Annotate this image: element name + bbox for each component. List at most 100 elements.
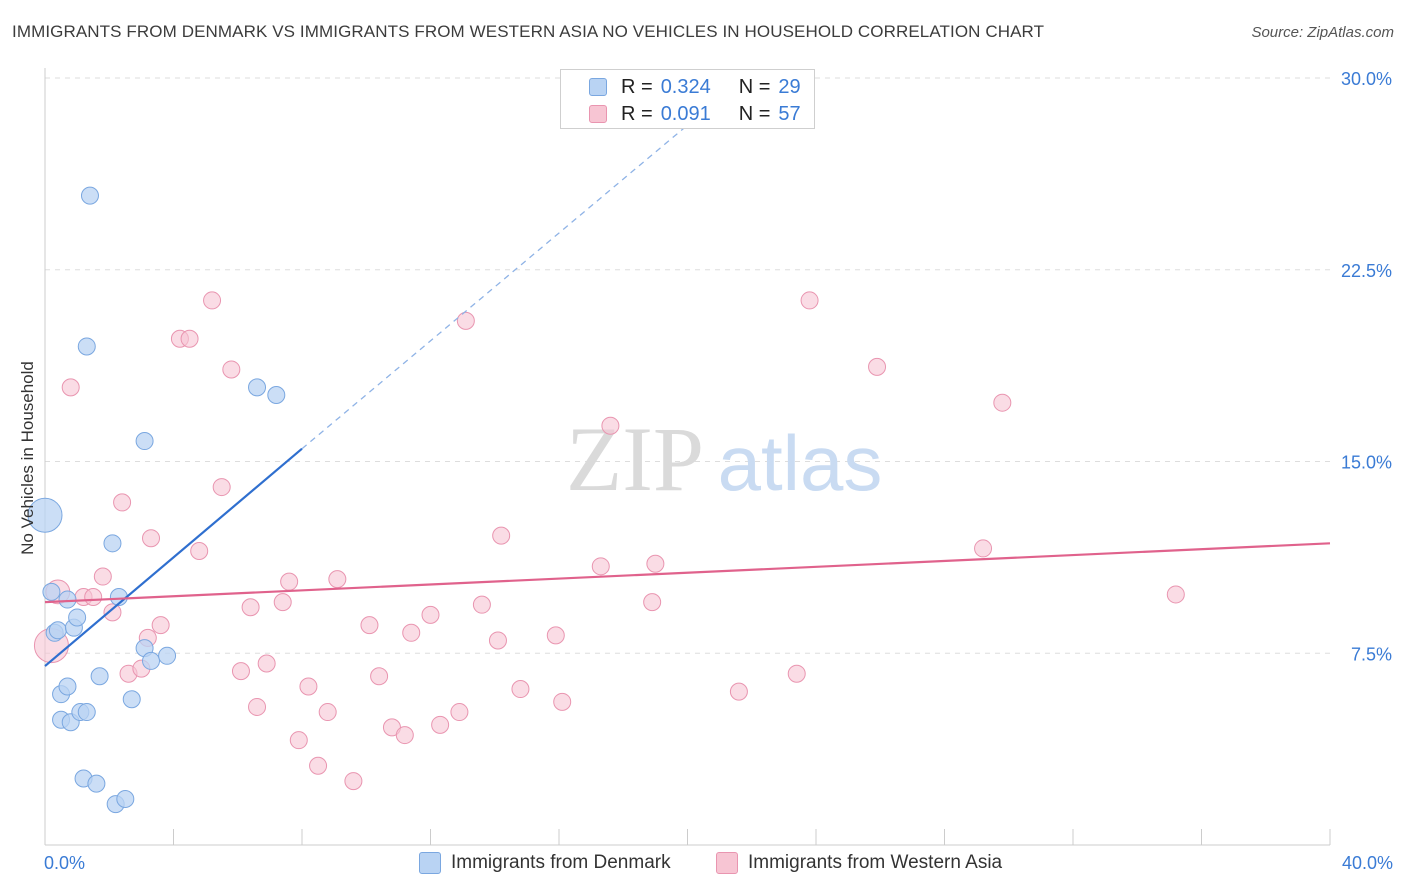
y-axis-label: No Vehicles in Household xyxy=(18,361,37,555)
watermark-atlas: atlas xyxy=(718,419,883,507)
western-asia-point xyxy=(488,631,507,650)
y-tick-label: 15.0% xyxy=(1341,453,1392,473)
western-asia-trend-line xyxy=(44,542,1331,604)
western-asia-point xyxy=(344,772,363,791)
trend-lines xyxy=(44,103,1331,667)
western-asia-point xyxy=(61,378,80,397)
western-asia-point xyxy=(113,493,132,512)
denmark-point xyxy=(77,337,96,356)
n-value: 29 xyxy=(778,75,801,98)
western-asia-point xyxy=(421,605,440,624)
denmark-point xyxy=(158,646,177,665)
denmark-swatch xyxy=(419,852,441,874)
western-asia-point xyxy=(800,291,819,310)
grid-lines xyxy=(45,77,1330,654)
denmark-point xyxy=(267,386,286,405)
denmark-point xyxy=(58,677,77,696)
western-asia-point xyxy=(318,703,337,722)
western-asia-points xyxy=(33,291,1185,791)
denmark-point xyxy=(122,690,141,709)
denmark-point xyxy=(248,378,267,397)
western-asia-point xyxy=(553,692,572,711)
western-asia-point xyxy=(402,623,421,642)
denmark-point xyxy=(27,497,63,533)
western-asia-point xyxy=(472,595,491,614)
western-asia-point xyxy=(591,557,610,576)
denmark-point xyxy=(103,534,122,553)
western-asia-point xyxy=(360,616,379,635)
western-asia-swatch xyxy=(589,105,607,123)
western-asia-point xyxy=(151,616,170,635)
denmark-point xyxy=(80,186,99,205)
legend-item-denmark: Immigrants from Denmark xyxy=(419,852,671,874)
tick-labels: 7.5% 15.0% 22.5% 30.0% 0.0% 40.0% xyxy=(44,69,1393,873)
western-asia-point xyxy=(456,311,475,330)
legend-row-western-asia: R = 0.091 N = 57 xyxy=(589,102,801,126)
legend-label-denmark: Immigrants from Denmark xyxy=(451,852,671,873)
western-asia-point xyxy=(450,703,469,722)
western-asia-point xyxy=(241,598,260,617)
r-value: 0.091 xyxy=(660,102,711,125)
source-credit: Source: ZipAtlas.com xyxy=(1251,24,1394,41)
western-asia-point xyxy=(203,291,222,310)
western-asia-point xyxy=(328,570,347,589)
legend-label-western-asia: Immigrants from Western Asia xyxy=(748,852,1003,873)
x-tick-label: 0.0% xyxy=(44,853,85,873)
denmark-point xyxy=(90,667,109,686)
western-asia-point xyxy=(868,357,887,376)
denmark-point xyxy=(135,432,154,451)
denmark-swatch xyxy=(589,78,607,96)
n-label: N = xyxy=(738,75,771,98)
watermark-zip: ZIP xyxy=(566,408,704,510)
western-asia-point xyxy=(231,662,250,681)
denmark-point xyxy=(116,789,135,808)
western-asia-point xyxy=(84,588,103,607)
western-asia-point xyxy=(729,682,748,701)
western-asia-point xyxy=(993,393,1012,412)
western-asia-point xyxy=(646,554,665,573)
western-asia-point xyxy=(289,731,308,750)
western-asia-point xyxy=(395,726,414,745)
western-asia-point xyxy=(309,756,328,775)
denmark-point xyxy=(42,582,61,601)
western-asia-point xyxy=(492,526,511,545)
western-asia-swatch xyxy=(716,852,738,874)
western-asia-point xyxy=(1166,585,1185,604)
western-asia-point xyxy=(787,664,806,683)
r-label: R = xyxy=(621,102,653,125)
western-asia-point xyxy=(180,329,199,348)
western-asia-point xyxy=(601,416,620,435)
western-asia-point xyxy=(299,677,318,696)
correlation-legend: R = 0.324 N = 29 R = 0.091 N = 57 xyxy=(560,69,815,129)
western-asia-point xyxy=(190,541,209,560)
zipatlas-watermark: ZIP atlas xyxy=(566,408,882,510)
y-tick-label: 7.5% xyxy=(1351,644,1392,664)
denmark-point xyxy=(48,621,67,640)
denmark-points xyxy=(27,186,286,814)
denmark-trend-line xyxy=(44,447,303,667)
western-asia-point xyxy=(974,539,993,558)
western-asia-point xyxy=(431,715,450,734)
western-asia-point xyxy=(257,654,276,673)
western-asia-point xyxy=(546,626,565,645)
denmark-trend-extension xyxy=(301,103,714,450)
n-value: 57 xyxy=(778,102,801,125)
legend-row-denmark: R = 0.324 N = 29 xyxy=(589,75,801,99)
y-tick-label: 22.5% xyxy=(1341,261,1392,281)
n-label: N = xyxy=(738,102,771,125)
r-value: 0.324 xyxy=(660,75,711,98)
y-tick-label: 30.0% xyxy=(1341,69,1392,89)
axes xyxy=(44,68,1331,846)
western-asia-point xyxy=(248,697,267,716)
western-asia-point xyxy=(222,360,241,379)
denmark-point xyxy=(142,651,161,670)
western-asia-point xyxy=(212,478,231,497)
western-asia-point xyxy=(280,572,299,591)
western-asia-point xyxy=(103,603,122,622)
western-asia-point xyxy=(370,667,389,686)
denmark-point xyxy=(68,608,87,627)
western-asia-point xyxy=(273,593,292,612)
denmark-point xyxy=(87,774,106,793)
chart-title: IMMIGRANTS FROM DENMARK VS IMMIGRANTS FR… xyxy=(12,22,1045,41)
legend-item-western-asia: Immigrants from Western Asia xyxy=(716,852,1002,874)
